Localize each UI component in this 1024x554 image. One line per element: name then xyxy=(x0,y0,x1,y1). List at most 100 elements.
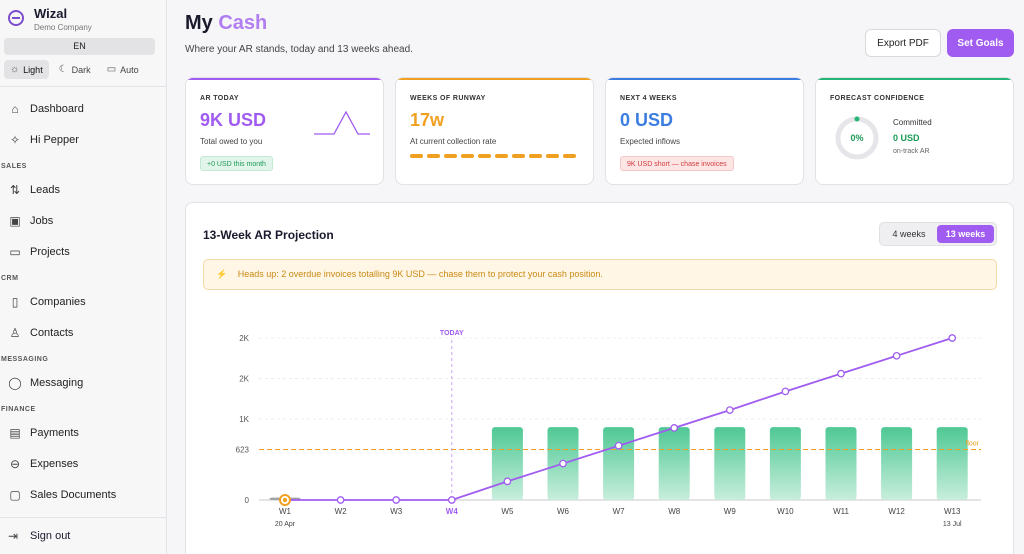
sparkline-chart xyxy=(314,110,370,135)
monitor-icon: ▭ xyxy=(106,64,117,75)
x-tick-label: W3 xyxy=(390,507,403,516)
nav-section-heading: FINANCE xyxy=(1,406,36,413)
runway-segment xyxy=(529,154,542,158)
sidebar-item-messaging[interactable]: ◯ Messaging xyxy=(0,367,166,398)
theme-label: Light xyxy=(23,64,43,75)
sidebar-item-dashboard[interactable]: ⌂ Dashboard xyxy=(0,93,166,124)
filter-icon: ⇅ xyxy=(9,182,21,197)
x-tick-label: W12 xyxy=(888,507,905,516)
y-tick-label: 2K xyxy=(239,334,249,343)
nav-section-heading: CRM xyxy=(1,275,19,282)
runway-segment xyxy=(546,154,559,158)
bar xyxy=(658,427,690,500)
x-tick-label: W2 xyxy=(335,507,348,516)
sidebar-item-companies[interactable]: ▯ Companies xyxy=(0,286,166,317)
sidebar-item-projects[interactable]: ▭ Projects xyxy=(0,236,166,267)
nav-section-heading: SALES xyxy=(1,163,27,170)
sidebar-item-label: Messaging xyxy=(30,376,84,389)
kpi-label: WEEKS OF RUNWAY xyxy=(410,95,486,102)
export-pdf-button[interactable]: Export PDF xyxy=(865,29,941,57)
x-tick-label: W4 xyxy=(446,507,459,516)
kpi-description: At current collection rate xyxy=(410,137,497,146)
sign-out-button[interactable]: ⇥ Sign out xyxy=(0,517,166,554)
kpi-description: Total owed to you xyxy=(200,137,263,146)
theme-dark-button[interactable]: ☾ Dark xyxy=(53,60,97,79)
theme-label: Auto xyxy=(120,64,139,75)
sidebar-item-label: Hi Pepper xyxy=(30,133,79,146)
x-tick-label: W5 xyxy=(501,507,514,516)
kpi-card-forecast-confidence: FORECAST CONFIDENCE 0% Committed 0 USD o… xyxy=(815,77,1014,185)
toggle-13-weeks[interactable]: 13 weeks xyxy=(937,225,994,243)
kpi-label: AR TODAY xyxy=(200,95,239,102)
kpi-card-runway: WEEKS OF RUNWAY 17w At current collectio… xyxy=(395,77,594,185)
kpi-change-badge: +0 USD this month xyxy=(200,156,273,171)
theme-label: Dark xyxy=(71,64,91,75)
runway-segment xyxy=(444,154,457,158)
today-label: TODAY xyxy=(440,330,464,337)
projection-point xyxy=(503,477,512,486)
projection-point xyxy=(336,496,345,504)
lightning-icon: ⚡ xyxy=(216,269,228,279)
divider xyxy=(0,86,166,87)
x-tick-label: W6 xyxy=(557,507,570,516)
page-subtitle: Where your AR stands, today and 13 weeks… xyxy=(185,44,413,55)
sidebar-item-payments[interactable]: ▤ Payments xyxy=(0,417,166,448)
kpi-card-ar-today: AR TODAY 9K USD Total owed to you +0 USD… xyxy=(185,77,384,185)
kpi-accent-bar xyxy=(186,78,383,80)
user-icon: ♙ xyxy=(9,325,21,340)
runway-progress-bar xyxy=(410,154,576,158)
sidebar-item-hi-pepper[interactable]: ✧ Hi Pepper xyxy=(0,124,166,155)
x-date-label: 13 Jul xyxy=(943,521,962,528)
projection-point xyxy=(614,441,623,450)
page-title: My Cash xyxy=(185,12,267,35)
theme-switcher: ☼ Light ☾ Dark ▭ Auto xyxy=(0,57,166,82)
overdue-alert: ⚡ Heads up: 2 overdue invoices totalling… xyxy=(203,259,997,290)
runway-segment xyxy=(563,154,576,158)
projection-point xyxy=(559,459,567,468)
bar xyxy=(714,427,746,500)
sidebar: Wizal Demo Company EN ☼ Light ☾ Dark ▭ Auto ⌂… xyxy=(0,0,167,554)
committed-label: Committed xyxy=(893,118,932,127)
theme-auto-button[interactable]: ▭ Auto xyxy=(101,60,145,79)
projection-point xyxy=(948,334,957,342)
bar xyxy=(936,427,968,500)
runway-segment xyxy=(478,154,491,158)
kpi-value: 0 USD xyxy=(620,110,674,130)
sidebar-nav: ⌂ Dashboard ✧ Hi Pepper SALES ⇅ Leads ▣ Jobs ▭ Pro… xyxy=(0,87,166,510)
y-tick-label: 0 xyxy=(245,496,250,505)
main-content: My Cash Where your AR stands, today and … xyxy=(168,0,1024,554)
sidebar-item-label: Payments xyxy=(30,426,79,439)
projection-point xyxy=(725,406,734,414)
projection-chart: 0 623 1K 2K 2K floor TODAY W1 W2 W3 W4 W5 W6 W7 W8 W9 W1… xyxy=(236,330,981,528)
building-icon: ▯ xyxy=(11,294,19,309)
x-tick-label: W13 xyxy=(944,507,961,516)
kpi-accent-bar xyxy=(816,78,1013,80)
toggle-4-weeks[interactable]: 4 weeks xyxy=(892,229,926,239)
folder-icon: ▭ xyxy=(9,244,21,259)
sidebar-item-expenses[interactable]: ⊖ Expenses xyxy=(0,448,166,479)
sidebar-item-jobs[interactable]: ▣ Jobs xyxy=(0,205,166,236)
sidebar-item-leads[interactable]: ⇅ Leads xyxy=(0,174,166,205)
sidebar-item-contacts[interactable]: ♙ Contacts xyxy=(0,317,166,348)
set-goals-button[interactable]: Set Goals xyxy=(947,29,1014,57)
bar xyxy=(881,427,913,500)
projection-card: 13-Week AR Projection 4 weeks 13 weeks ⚡… xyxy=(185,202,1014,554)
language-selector[interactable]: EN xyxy=(4,38,155,55)
x-tick-label: W10 xyxy=(777,507,794,516)
moon-icon: ☾ xyxy=(58,64,68,75)
projection-point xyxy=(447,496,456,504)
theme-light-button[interactable]: ☼ Light xyxy=(4,60,49,79)
sidebar-item-sales-documents[interactable]: ▢ Sales Documents xyxy=(0,479,166,510)
sidebar-item-label: Jobs xyxy=(30,214,54,227)
committed-description: on-track AR xyxy=(893,148,930,155)
sidebar-item-label: Companies xyxy=(30,295,86,308)
kpi-accent-bar xyxy=(396,78,593,80)
kpi-warning-badge: 9K USD short — chase invoices xyxy=(620,156,734,171)
projection-point xyxy=(837,369,845,378)
sign-out-label: Sign out xyxy=(30,530,71,542)
kpi-label: NEXT 4 WEEKS xyxy=(620,95,677,102)
brand-logo-icon xyxy=(8,10,24,26)
brand[interactable]: Wizal Demo Company xyxy=(0,0,166,36)
document-icon: ▢ xyxy=(9,487,21,502)
kpi-accent-bar xyxy=(606,78,803,80)
